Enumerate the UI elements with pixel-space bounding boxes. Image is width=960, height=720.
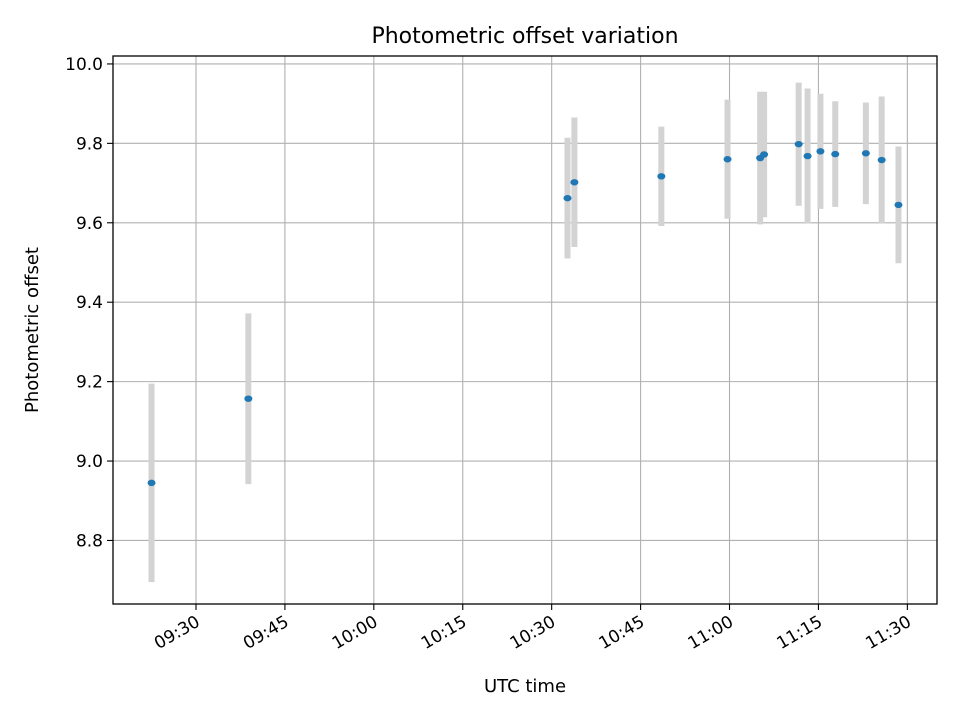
data-point [803, 152, 812, 160]
plot-frame [112, 55, 938, 605]
y-tick-label: 10.0 [65, 55, 103, 75]
y-axis-label: Photometric offset [22, 247, 43, 413]
data-point [723, 156, 732, 163]
y-tick-label: 9.4 [76, 293, 103, 313]
chart-title: Photometric offset variation [371, 24, 678, 49]
y-tick-label: 9.0 [76, 452, 103, 472]
data-point [760, 151, 769, 158]
y-tick-label: 9.8 [76, 134, 103, 154]
data-points [147, 140, 903, 487]
data-point [244, 395, 253, 402]
y-tick-label: 9.2 [76, 373, 103, 393]
data-point [794, 140, 803, 148]
data-point [570, 179, 579, 186]
data-point [563, 194, 572, 202]
data-point [877, 156, 886, 164]
y-tick-label: 8.8 [76, 531, 103, 551]
y-axis-ticks: 8.8 9.0 9.2 9.4 9.6 9.8 10.0 [65, 55, 113, 551]
y-tick-label: 9.6 [76, 214, 103, 234]
x-axis-label: UTC time [484, 676, 566, 697]
data-point [894, 201, 903, 209]
data-point [861, 150, 870, 157]
data-point [147, 479, 156, 487]
data-point [831, 150, 840, 158]
data-point [657, 173, 666, 180]
data-point [816, 148, 825, 155]
